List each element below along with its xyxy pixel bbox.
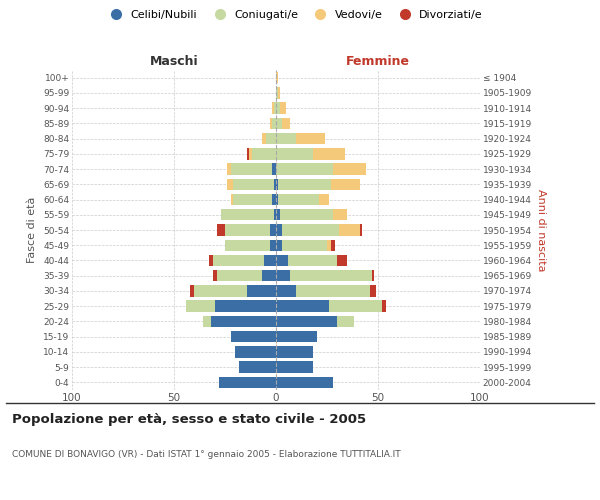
Bar	[194, 285, 247, 296]
Bar	[276, 164, 333, 175]
Bar	[221, 209, 274, 220]
Y-axis label: Anni di nascita: Anni di nascita	[536, 188, 546, 271]
Bar	[276, 331, 317, 342]
Legend: Celibi/Nubili, Coniugati/e, Vedovi/e, Divorziati/e: Celibi/Nubili, Coniugati/e, Vedovi/e, Di…	[101, 6, 487, 25]
Bar	[276, 178, 278, 190]
Bar	[276, 72, 278, 84]
Bar	[233, 194, 272, 205]
Bar	[278, 194, 319, 205]
Bar	[337, 255, 347, 266]
Bar	[272, 164, 276, 175]
Bar	[219, 376, 276, 388]
Bar	[276, 194, 278, 205]
Bar	[276, 270, 290, 281]
Bar	[276, 376, 333, 388]
Bar	[251, 148, 276, 160]
Bar	[225, 224, 270, 235]
Bar	[280, 102, 286, 114]
Bar	[313, 148, 346, 160]
Bar	[333, 209, 347, 220]
Bar	[213, 270, 217, 281]
Bar	[190, 285, 194, 296]
Bar	[382, 300, 386, 312]
Bar	[370, 285, 376, 296]
Bar	[247, 285, 276, 296]
Bar	[264, 255, 276, 266]
Bar	[282, 240, 327, 251]
Bar	[296, 285, 370, 296]
Bar	[288, 255, 337, 266]
Bar	[231, 194, 233, 205]
Bar	[272, 194, 276, 205]
Bar	[276, 316, 337, 327]
Bar	[274, 209, 276, 220]
Bar	[227, 164, 231, 175]
Bar	[276, 133, 296, 144]
Bar	[276, 240, 282, 251]
Bar	[266, 133, 276, 144]
Bar	[276, 255, 288, 266]
Bar	[270, 118, 272, 129]
Bar	[276, 118, 282, 129]
Bar	[282, 118, 290, 129]
Bar	[213, 255, 264, 266]
Bar	[235, 346, 276, 358]
Bar	[276, 102, 280, 114]
Bar	[290, 270, 372, 281]
Bar	[203, 316, 211, 327]
Bar	[327, 240, 331, 251]
Bar	[329, 300, 382, 312]
Bar	[372, 270, 374, 281]
Text: COMUNE DI BONAVIGO (VR) - Dati ISTAT 1° gennaio 2005 - Elaborazione TUTTITALIA.I: COMUNE DI BONAVIGO (VR) - Dati ISTAT 1° …	[12, 450, 401, 459]
Bar	[270, 224, 276, 235]
Bar	[274, 102, 276, 114]
Bar	[337, 316, 353, 327]
Bar	[276, 346, 313, 358]
Bar	[276, 362, 313, 373]
Bar	[276, 87, 278, 99]
Bar	[280, 209, 333, 220]
Bar	[276, 209, 280, 220]
Bar	[274, 178, 276, 190]
Bar	[272, 102, 274, 114]
Bar	[239, 362, 276, 373]
Bar	[319, 194, 329, 205]
Bar	[296, 133, 325, 144]
Bar	[276, 300, 329, 312]
Bar	[233, 178, 274, 190]
Bar	[250, 148, 251, 160]
Bar	[217, 270, 262, 281]
Bar	[331, 178, 359, 190]
Bar	[215, 300, 276, 312]
Y-axis label: Fasce di età: Fasce di età	[28, 197, 37, 263]
Bar	[231, 331, 276, 342]
Bar	[331, 240, 335, 251]
Bar	[247, 148, 250, 160]
Bar	[278, 178, 331, 190]
Bar	[276, 285, 296, 296]
Bar	[333, 164, 366, 175]
Bar	[217, 224, 225, 235]
Bar	[278, 87, 280, 99]
Bar	[186, 300, 215, 312]
Bar	[262, 133, 266, 144]
Bar	[339, 224, 359, 235]
Bar	[231, 164, 272, 175]
Bar	[211, 316, 276, 327]
Bar	[225, 240, 270, 251]
Text: Maschi: Maschi	[149, 56, 199, 68]
Bar	[272, 118, 276, 129]
Bar	[270, 240, 276, 251]
Bar	[209, 255, 213, 266]
Bar	[359, 224, 362, 235]
Bar	[282, 224, 339, 235]
Text: Femmine: Femmine	[346, 56, 410, 68]
Bar	[276, 224, 282, 235]
Text: Popolazione per età, sesso e stato civile - 2005: Popolazione per età, sesso e stato civil…	[12, 412, 366, 426]
Bar	[227, 178, 233, 190]
Bar	[262, 270, 276, 281]
Bar	[276, 148, 313, 160]
